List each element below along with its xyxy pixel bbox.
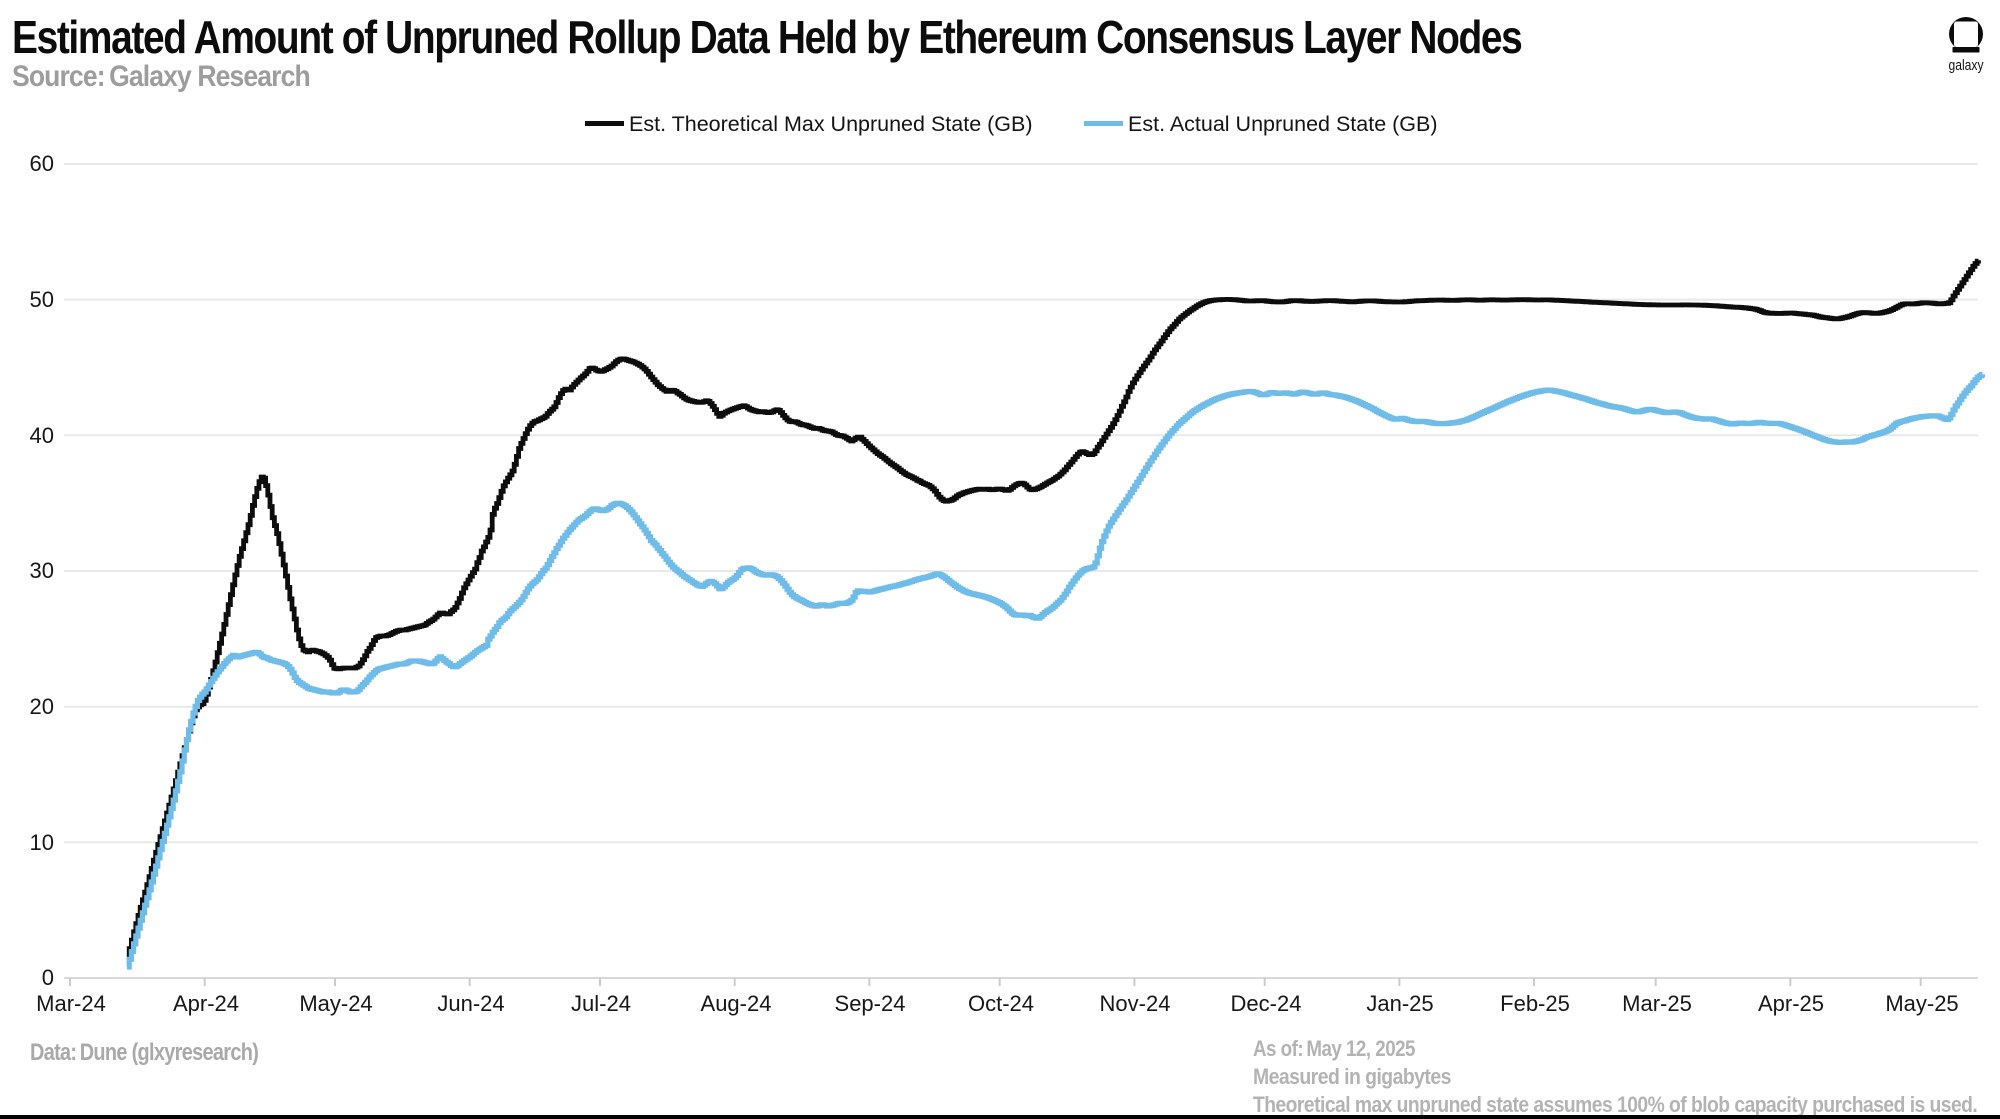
svg-text:galaxy: galaxy xyxy=(1949,57,1984,74)
